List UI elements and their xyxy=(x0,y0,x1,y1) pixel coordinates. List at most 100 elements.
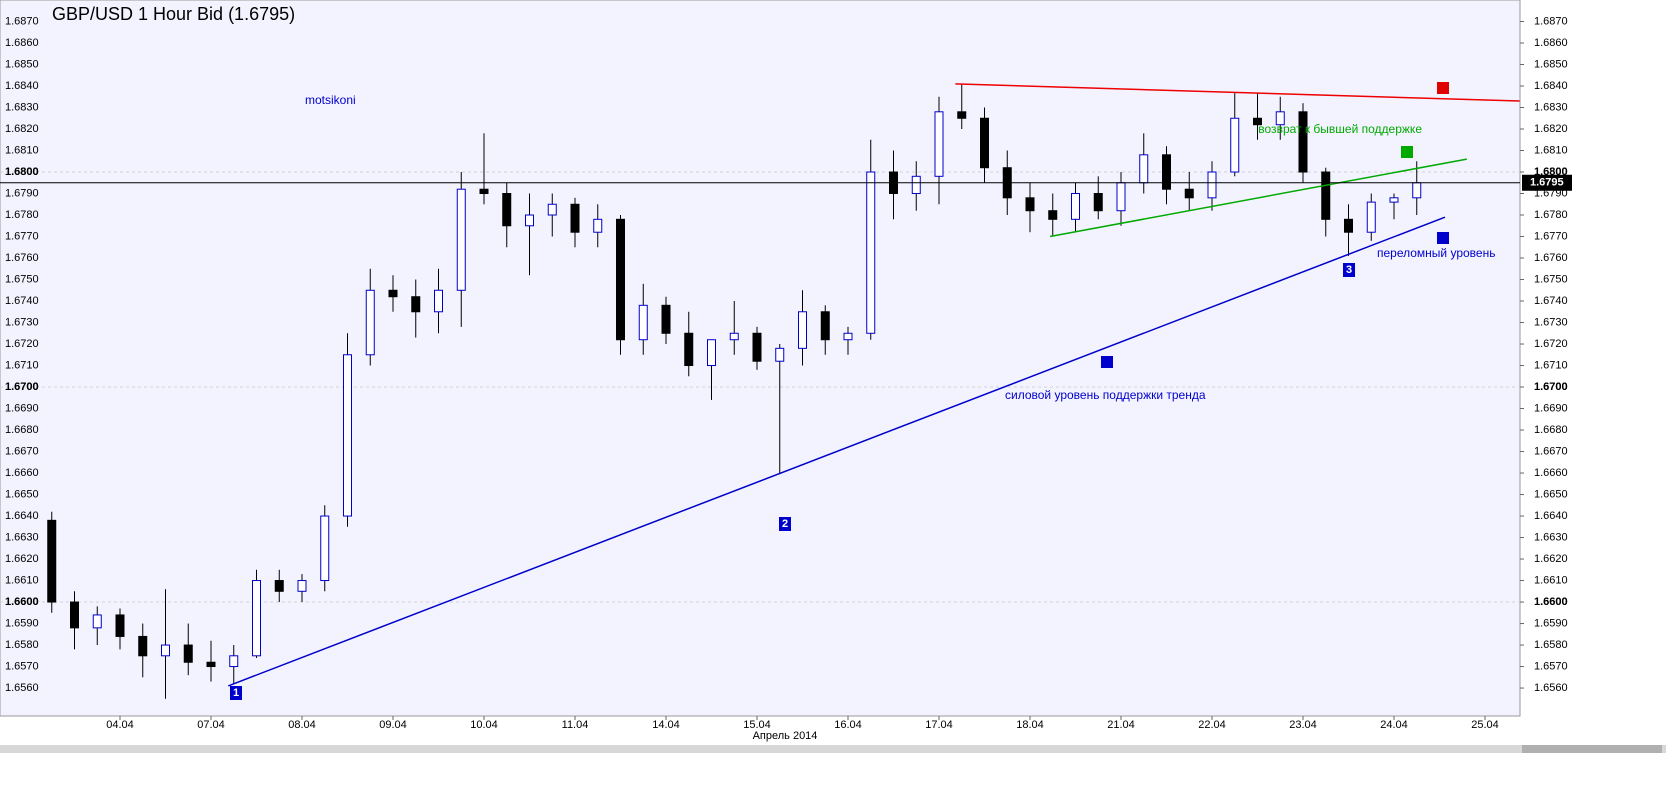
candle-body xyxy=(502,193,512,227)
y-tick-label: 1.6870 xyxy=(5,15,39,27)
candle-body xyxy=(752,332,762,362)
y-tick-label: 1.6830 xyxy=(5,101,39,113)
candle-body xyxy=(820,311,830,341)
y-tick-label: 1.6620 xyxy=(5,553,39,565)
candle-body xyxy=(206,661,216,668)
y-tick-label: 1.6690 xyxy=(5,402,39,414)
candle-body xyxy=(661,304,671,334)
candle-body xyxy=(297,580,307,592)
candle-body xyxy=(434,289,444,313)
y-tick-label: 1.6700 xyxy=(5,381,39,393)
x-tick-label: 18.04 xyxy=(1016,719,1044,731)
candle-body xyxy=(252,580,262,657)
y-tick-label: 1.6830 xyxy=(1534,101,1568,113)
marker-box xyxy=(230,686,242,700)
y-tick-label: 1.6600 xyxy=(1534,596,1568,608)
y-tick-label: 1.6640 xyxy=(5,510,39,522)
annotation: возврат к бывшей поддержке xyxy=(1258,122,1422,136)
y-tick-label: 1.6710 xyxy=(1534,359,1568,371)
candle-body xyxy=(1275,111,1285,126)
candle-body xyxy=(775,347,785,362)
y-tick-label: 1.6780 xyxy=(5,209,39,221)
current-price-label: 1.6795 xyxy=(1530,177,1564,189)
y-tick-label: 1.6750 xyxy=(1534,273,1568,285)
y-tick-label: 1.6600 xyxy=(5,596,39,608)
candle-body xyxy=(138,635,148,657)
trend-line xyxy=(1049,158,1467,238)
candle-body xyxy=(92,614,102,629)
candle-body xyxy=(1230,117,1240,173)
y-tick-label: 1.6610 xyxy=(1534,574,1568,586)
y-tick-label: 1.6820 xyxy=(1534,123,1568,135)
trend-line xyxy=(228,216,1446,687)
candle-body xyxy=(798,311,808,349)
level-icon xyxy=(1437,232,1449,244)
x-tick-label: 14.04 xyxy=(652,719,680,731)
scroll-thumb[interactable] xyxy=(1522,745,1662,753)
y-tick-label: 1.6810 xyxy=(5,144,39,156)
candle-body xyxy=(684,332,694,367)
y-tick-label: 1.6630 xyxy=(1534,531,1568,543)
y-tick-label: 1.6680 xyxy=(5,424,39,436)
y-tick-label: 1.6840 xyxy=(1534,80,1568,92)
y-tick-label: 1.6580 xyxy=(5,639,39,651)
candle-body xyxy=(957,111,967,119)
x-axis-label: Апрель 2014 xyxy=(753,730,818,742)
candle-body xyxy=(274,580,284,592)
candle-body xyxy=(1139,154,1149,184)
y-tick-label: 1.6870 xyxy=(1534,15,1568,27)
y-tick-label: 1.6770 xyxy=(1534,230,1568,242)
y-tick-label: 1.6590 xyxy=(5,617,39,629)
y-tick-label: 1.6750 xyxy=(5,273,39,285)
y-tick-label: 1.6760 xyxy=(1534,252,1568,264)
chart-title: GBP/USD 1 Hour Bid (1.6795) xyxy=(52,4,295,24)
y-tick-label: 1.6610 xyxy=(5,574,39,586)
candle-body xyxy=(1048,210,1058,220)
candle-body xyxy=(47,519,57,603)
x-tick-label: 21.04 xyxy=(1107,719,1135,731)
y-tick-label: 1.6760 xyxy=(5,252,39,264)
major-y-tick-label: 1.6800 xyxy=(5,166,39,178)
marker-box xyxy=(779,517,791,531)
candle-body xyxy=(934,111,944,177)
x-tick-label: 22.04 xyxy=(1198,719,1226,731)
y-tick-label: 1.6570 xyxy=(5,660,39,672)
x-tick-label: 08.04 xyxy=(288,719,316,731)
candle-body xyxy=(1207,171,1217,199)
candle-body xyxy=(456,188,466,291)
candle-body xyxy=(320,515,330,582)
y-tick-label: 1.6660 xyxy=(5,467,39,479)
candle-body xyxy=(1184,188,1194,199)
candle-body xyxy=(343,354,353,517)
y-tick-label: 1.6580 xyxy=(1534,639,1568,651)
y-tick-label: 1.6670 xyxy=(5,445,39,457)
candle-body xyxy=(707,339,717,367)
candle-body xyxy=(525,214,535,227)
candle-body xyxy=(547,203,557,216)
y-tick-label: 1.6780 xyxy=(1534,209,1568,221)
y-tick-label: 1.6840 xyxy=(5,80,39,92)
y-tick-label: 1.6670 xyxy=(1534,445,1568,457)
candle-body xyxy=(1093,193,1103,212)
y-tick-label: 1.6660 xyxy=(1534,467,1568,479)
y-tick-label: 1.6680 xyxy=(1534,424,1568,436)
y-tick-label: 1.6720 xyxy=(1534,338,1568,350)
x-tick-label: 07.04 xyxy=(197,719,225,731)
y-tick-label: 1.6720 xyxy=(5,338,39,350)
y-tick-label: 1.6860 xyxy=(5,37,39,49)
y-tick-label: 1.6730 xyxy=(5,316,39,328)
candle-body xyxy=(1253,117,1263,126)
marker-label: 2 xyxy=(782,518,788,530)
marker-box xyxy=(1343,263,1355,277)
candle-body xyxy=(1116,182,1126,212)
x-tick-label: 04.04 xyxy=(106,719,134,731)
candle-body xyxy=(1071,193,1081,220)
candle-body xyxy=(1366,201,1376,233)
current-price-tag xyxy=(1522,174,1572,191)
marker-label: 3 xyxy=(1346,264,1352,276)
y-tick-label: 1.6740 xyxy=(1534,295,1568,307)
scrollbar[interactable] xyxy=(0,745,1666,753)
y-tick-label: 1.6690 xyxy=(1534,402,1568,414)
candle-body xyxy=(388,289,398,298)
